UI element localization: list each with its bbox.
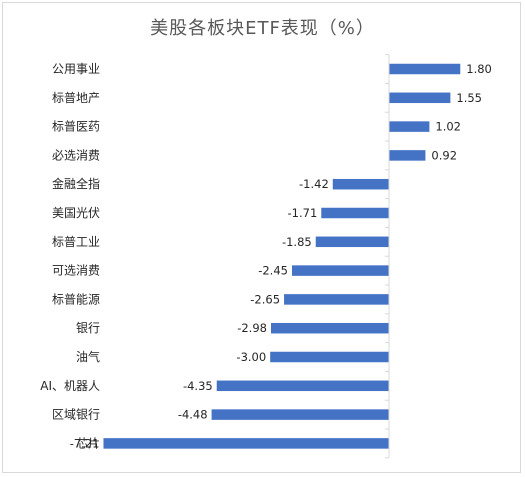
bar <box>284 294 389 305</box>
bar <box>389 121 430 132</box>
zero-axis-group <box>385 54 390 459</box>
value-label: 0.92 <box>431 148 457 162</box>
value-label: -4.48 <box>178 408 208 422</box>
category-label: 区域银行 <box>52 408 100 422</box>
bar <box>332 178 389 190</box>
bar <box>270 351 389 363</box>
value-label: -4.35 <box>183 379 213 393</box>
value-label: -2.98 <box>237 321 267 335</box>
category-label: 必选消费 <box>52 148 100 162</box>
value-label: 1.55 <box>456 91 482 105</box>
bar <box>291 265 389 276</box>
value-label: -7.21 <box>70 436 100 450</box>
value-label: -2.45 <box>258 264 288 278</box>
category-label: 标普能源 <box>52 292 100 306</box>
category-label: AI、机器人 <box>40 379 100 393</box>
value-label: 1.02 <box>435 120 461 134</box>
category-label: 金融全指 <box>52 176 100 191</box>
category-label: 标普工业 <box>52 235 100 249</box>
value-label: -3.00 <box>236 350 266 364</box>
chart-frame <box>2 2 521 473</box>
bar <box>211 409 389 420</box>
bar <box>389 63 461 75</box>
category-label: 公用事业 <box>52 62 100 76</box>
value-label: -2.65 <box>250 292 280 306</box>
category-label: 美国光伏 <box>52 206 100 220</box>
category-label: 油气 <box>76 349 100 364</box>
bars-group <box>103 63 461 449</box>
value-label: -1.85 <box>282 235 312 249</box>
value-label: 1.80 <box>466 62 492 76</box>
category-label: 银行 <box>76 321 100 335</box>
bar <box>270 322 389 334</box>
value-label: -1.71 <box>288 206 318 220</box>
value-label: -1.42 <box>299 177 329 191</box>
bar <box>103 438 389 449</box>
category-label: 标普医药 <box>52 120 100 134</box>
chart-title: 美股各板块ETF表现（%） <box>150 18 375 39</box>
bar <box>389 92 451 104</box>
bar <box>321 207 389 219</box>
bar <box>216 380 389 392</box>
category-label: 芯片 <box>76 436 100 450</box>
category-label: 标普地产 <box>52 91 100 105</box>
category-label: 可选消费 <box>52 264 100 278</box>
category-labels-group: 公用事业标普地产标普医药必选消费金融全指美国光伏标普工业可选消费标普能源银行油气… <box>40 62 100 450</box>
bar <box>389 150 426 161</box>
value-labels-group: 1.80 1.55 1.02 0.92 -1.42 -1.71 -1.85 -2.45 -2.6… <box>70 62 492 450</box>
bar <box>315 236 389 248</box>
